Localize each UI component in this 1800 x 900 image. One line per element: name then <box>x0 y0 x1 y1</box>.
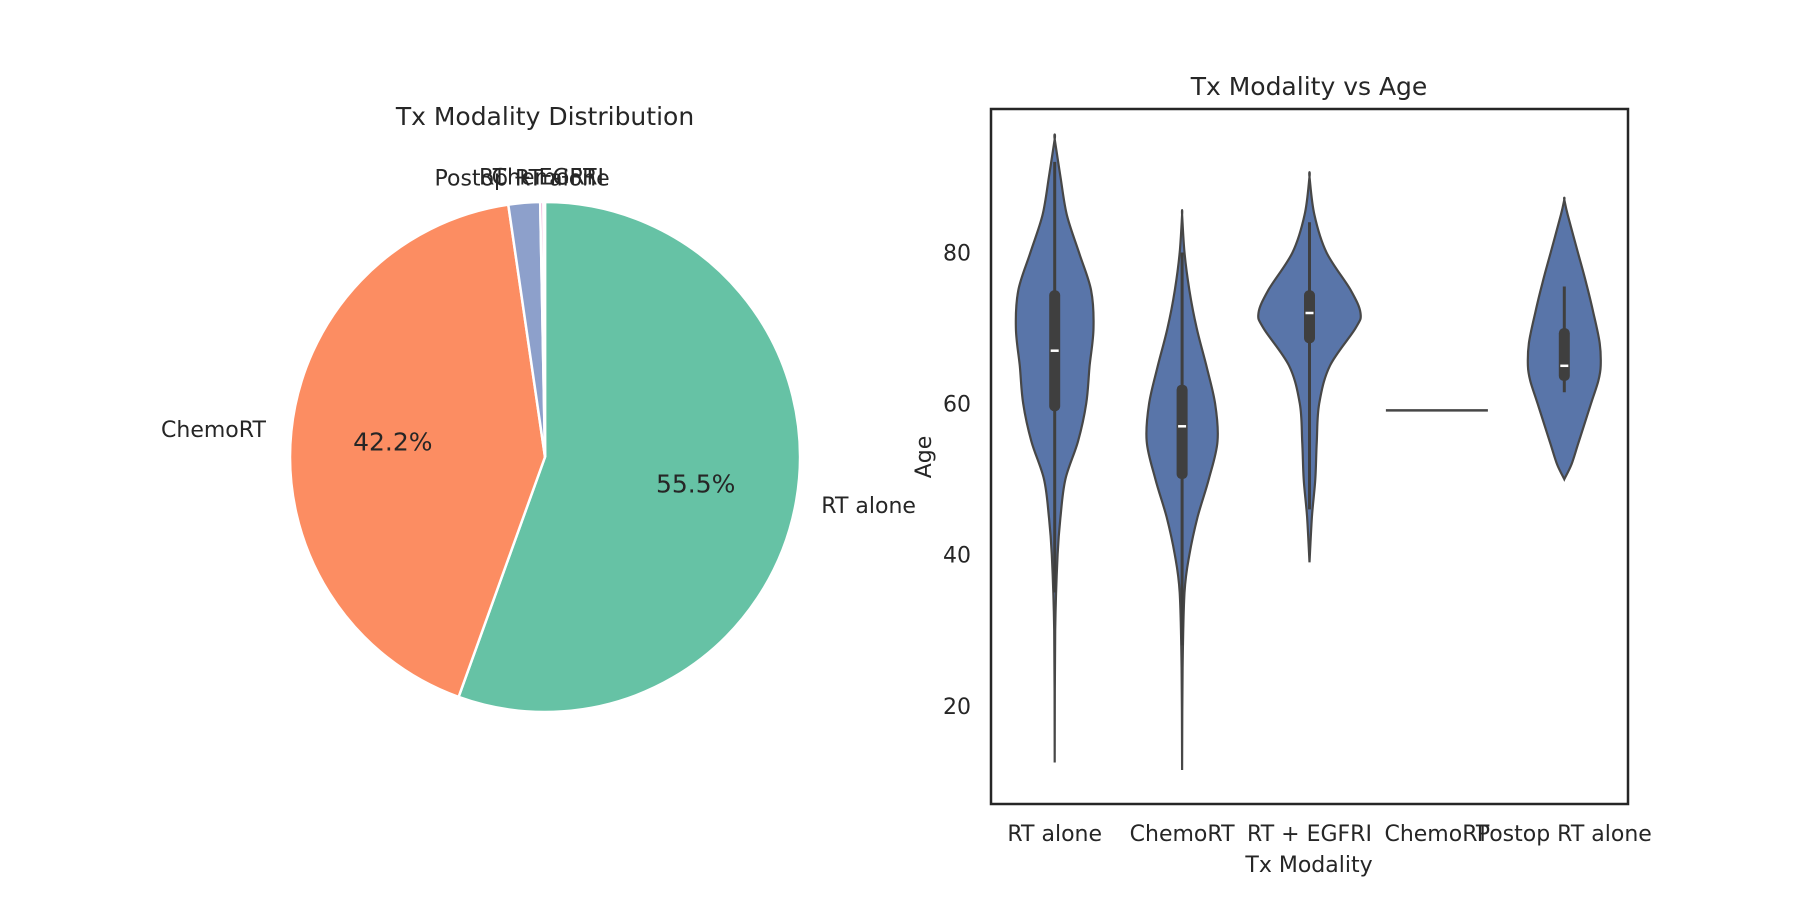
pie-labels: RT alone 55.5% ChemoRT 42.2% Postop RT alone… <box>161 166 916 520</box>
pie-category-label: RT alone <box>821 494 916 519</box>
x-tick-label: ChemoRT <box>1130 822 1235 847</box>
pie-slices <box>288 200 802 714</box>
violin-iqr-box <box>1304 290 1315 344</box>
pie-chart-panel: Tx Modality Distribution RT alone 55.5% Ch… <box>161 102 916 714</box>
pie-category-label: Postop RT alone <box>435 166 610 191</box>
pie-category-label: RT + EGFRI <box>479 166 604 191</box>
pie-percent-label: 42.2% <box>353 428 432 457</box>
violins <box>1014 133 1602 771</box>
y-tick-label: 20 <box>943 695 971 720</box>
pie-slice <box>542 200 547 458</box>
y-axis-ticks: 20 40 60 80 <box>943 242 971 720</box>
pie-category-label: ChemoRT <box>492 166 597 191</box>
pie-slice <box>288 203 547 699</box>
x-axis-label: Tx Modality <box>1244 853 1372 878</box>
x-tick-label: RT + EGFRI <box>1247 822 1372 847</box>
x-tick-label: ChemoRT <box>1384 822 1489 847</box>
x-tick-label: RT alone <box>1007 822 1102 847</box>
violin-iqr-box <box>1176 384 1188 480</box>
y-tick-label: 40 <box>943 544 971 569</box>
violin-iqr-box <box>1558 328 1570 381</box>
violin-chart-title: Tx Modality vs Age <box>1190 72 1428 101</box>
pie-slice <box>457 200 802 714</box>
violin-chart-panel: Tx Modality vs Age 20 40 60 80 RT alone Chem… <box>912 72 1652 878</box>
x-tick-label: Postop RT alone <box>1477 822 1652 847</box>
y-tick-label: 80 <box>943 242 971 267</box>
pie-category-label: ChemoRT <box>161 418 266 443</box>
pie-percent-label: 55.5% <box>656 469 735 498</box>
y-axis-label: Age <box>912 436 937 479</box>
y-tick-label: 60 <box>943 393 971 418</box>
pie-chart-title: Tx Modality Distribution <box>395 102 694 131</box>
plot-frame <box>989 107 1630 806</box>
